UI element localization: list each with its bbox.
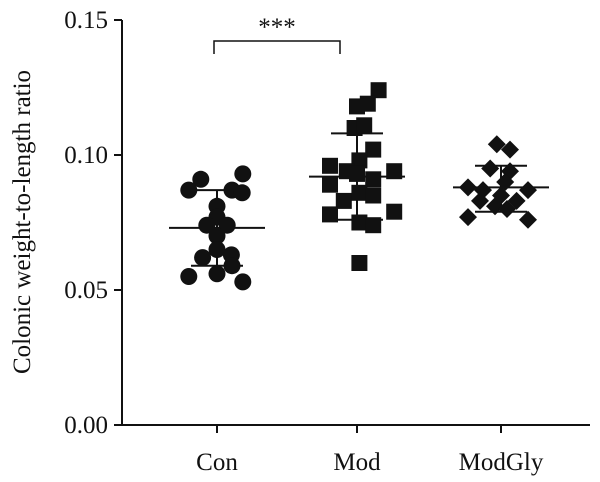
data-point-diamond [501,140,519,159]
data-point-diamond [459,208,477,227]
axes: 0.00 0.05 0.10 0.15 Con Mod ModGly [64,7,590,476]
data-point-circle [233,184,251,202]
data-point-circle [234,165,252,183]
data-point-diamond [486,197,504,216]
data-point-circle [208,227,226,245]
data-point-square [349,98,365,115]
data-point-diamond [519,210,537,229]
data-point-square [365,171,382,188]
data-point-diamond [507,191,526,210]
data-point-circle [223,257,241,275]
data-point-square [356,117,373,134]
data-point-diamond [481,159,500,178]
data-point-circle [192,170,210,188]
data-point-diamond [496,173,515,191]
data-point-square [351,255,368,271]
data-point-circle [208,241,226,258]
data-point-square [365,187,382,204]
data-point-circle [180,268,198,285]
data-point-diamond [459,178,477,197]
data-point-square [370,82,387,99]
data-point-square [335,192,352,209]
data-point-square [351,152,368,169]
significance-label: *** [258,14,296,41]
data-point-square [349,165,365,182]
data-point-square [365,141,382,158]
y-tick-label: 0.00 [64,412,108,439]
data-point-circle [234,273,252,291]
data-point-square [386,163,403,180]
data-point-circle [194,249,212,267]
data-point-circle [198,216,216,234]
data-points [180,82,537,291]
data-point-square [322,176,338,193]
significance-bracket: *** [213,14,341,54]
data-point-square [351,214,368,231]
x-category-label: ModGly [459,449,544,476]
data-point-circle [180,181,198,199]
y-tick-label: 0.10 [64,142,108,169]
data-point-diamond [519,181,537,200]
x-category-label: Con [196,449,238,476]
data-point-diamond [487,135,506,154]
y-tick-label: 0.15 [64,7,108,34]
data-point-diamond [471,191,489,210]
data-point-circle [218,216,236,234]
data-point-diamond [498,200,516,218]
x-category-label: Mod [333,449,381,476]
y-axis-title: Colonic weight-to-length ratio [9,70,36,374]
y-tick-label: 0.05 [64,277,108,304]
data-point-square [365,217,382,234]
data-point-square [322,206,338,223]
data-point-circle [208,265,226,283]
significance-bracket-line [213,40,341,54]
data-point-square [351,184,368,201]
data-point-square [386,203,403,220]
data-point-square [322,157,338,174]
